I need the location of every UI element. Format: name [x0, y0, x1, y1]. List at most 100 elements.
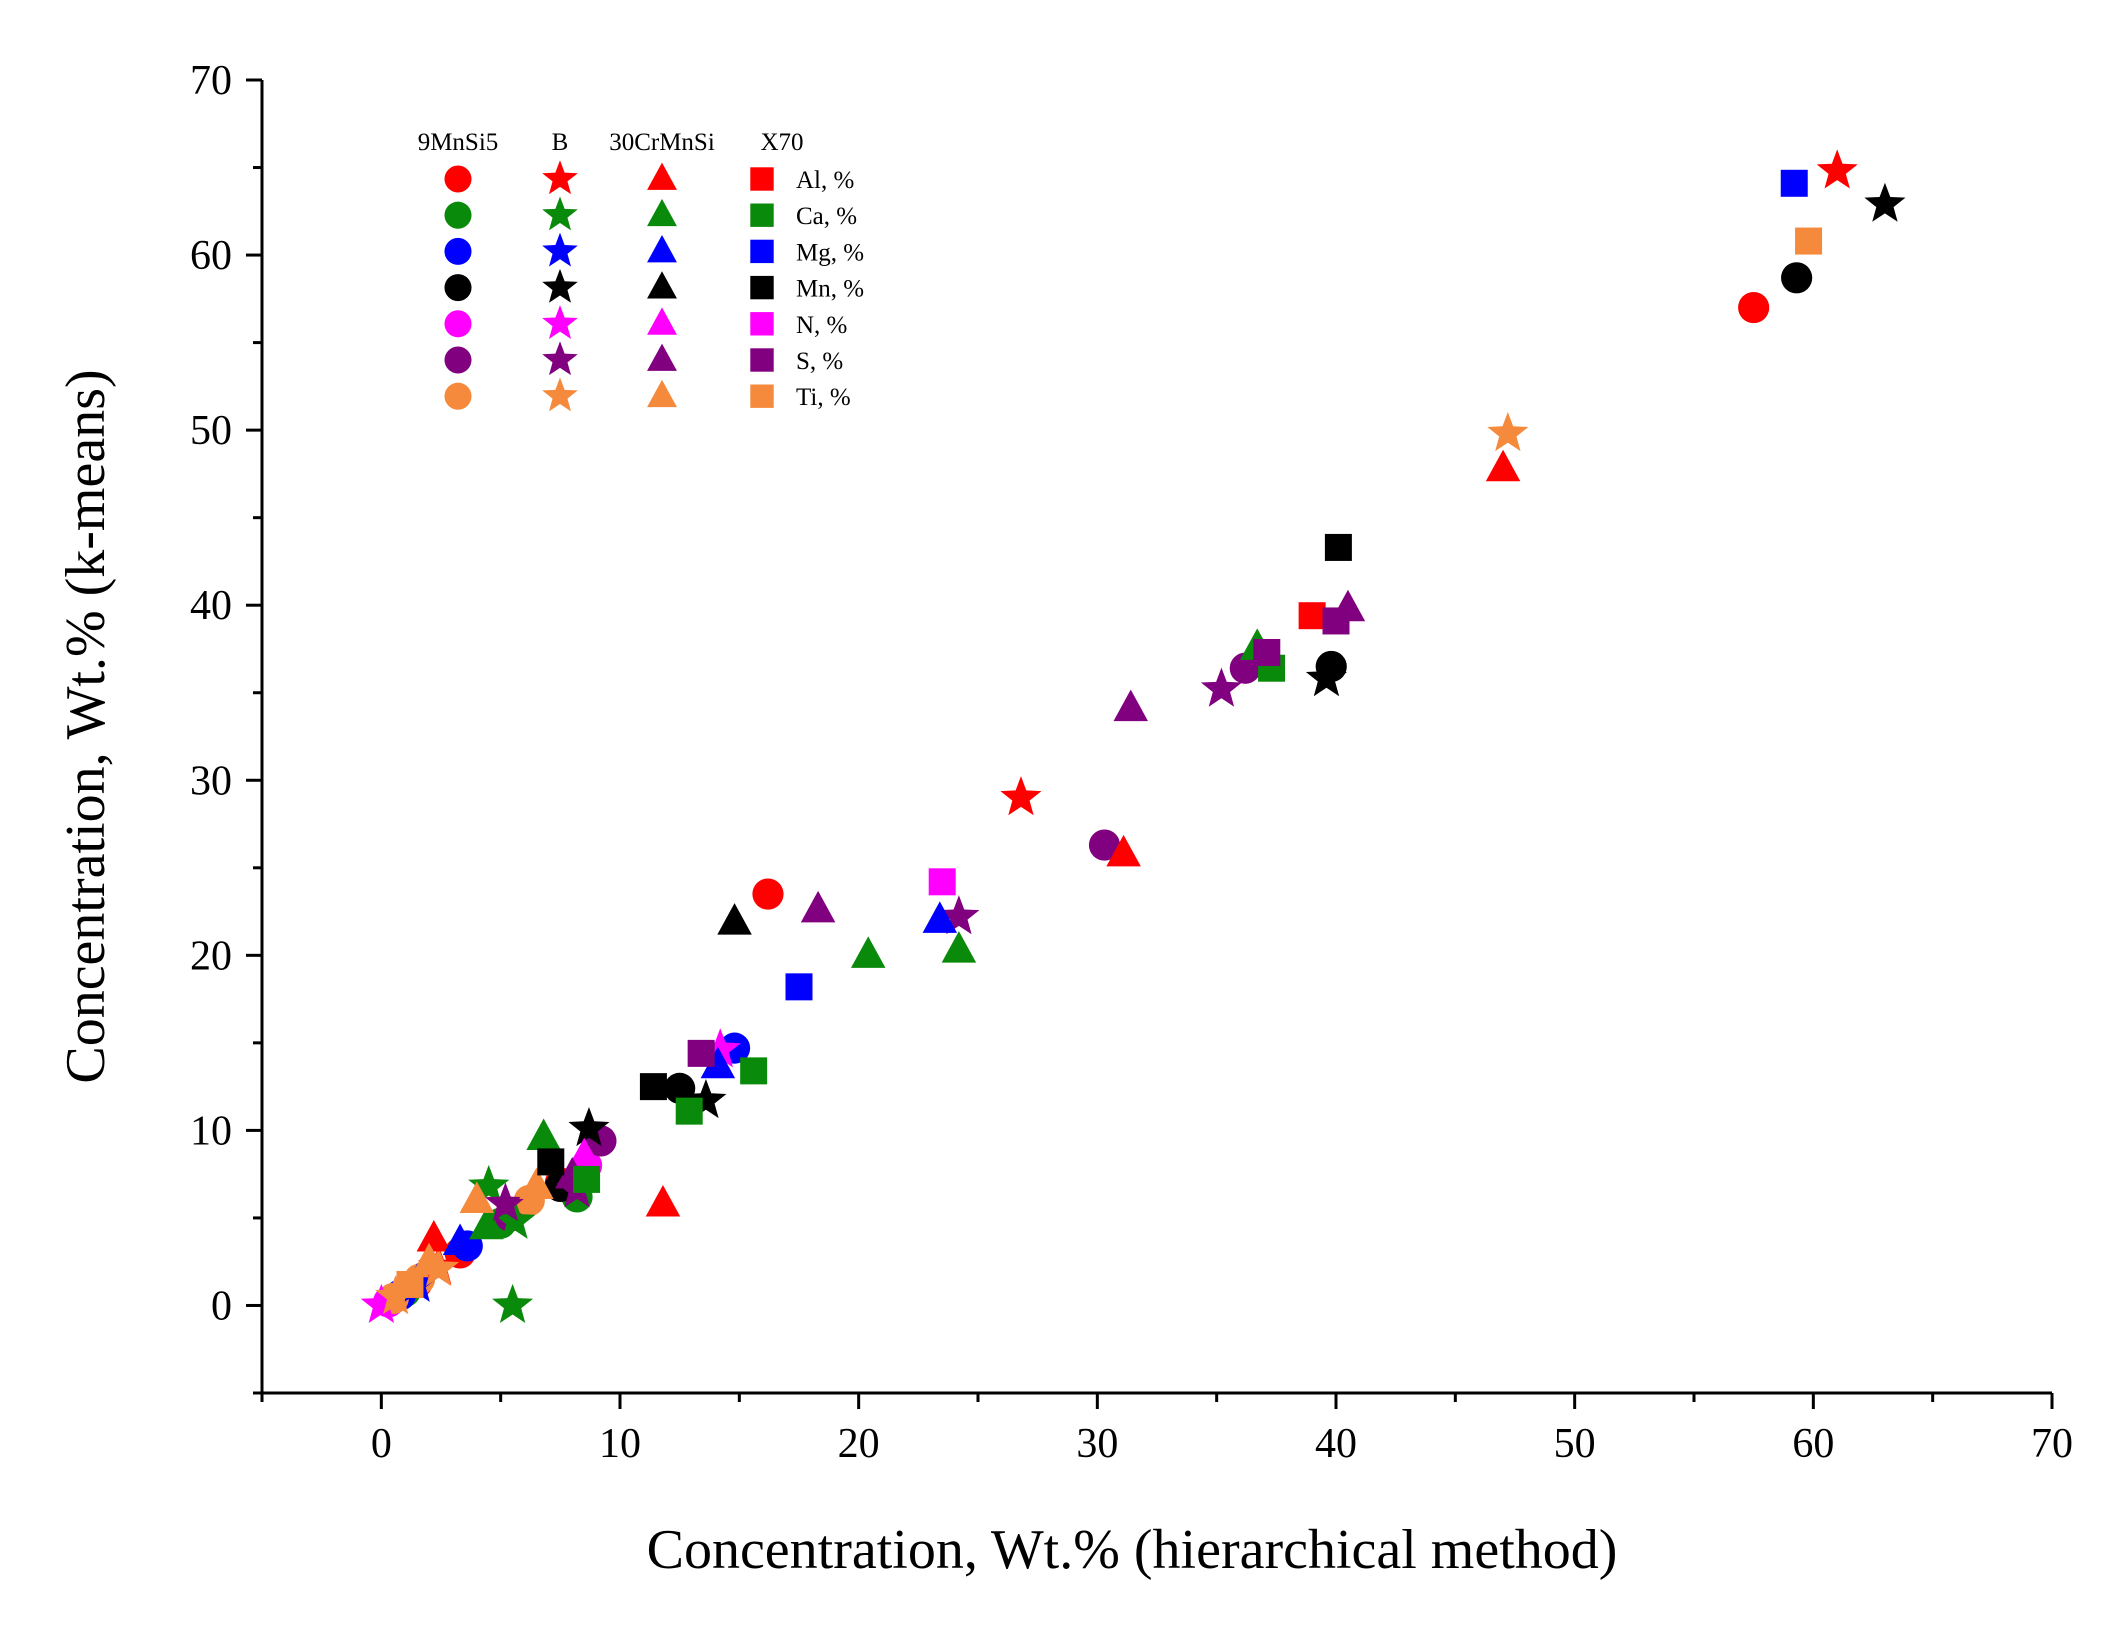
legend-label: Ca, %	[796, 203, 857, 230]
legend-label: Ti, %	[796, 384, 851, 411]
y-tick-label: 70	[190, 58, 232, 104]
data-point-triangle	[526, 1118, 561, 1151]
data-point-square	[573, 1165, 601, 1193]
legend-label: Mg, %	[796, 239, 864, 266]
y-tick-label: 60	[190, 233, 232, 279]
x-tick-label: 60	[1792, 1421, 1834, 1467]
x-axis-title: Concentration, Wt.% (hierarchical method…	[647, 1519, 1618, 1581]
y-axis-title: Concentration, Wt.% (k-means)	[55, 369, 117, 1083]
data-point-star	[494, 1199, 536, 1239]
data-point-square	[675, 1097, 703, 1125]
data-point-star	[1200, 667, 1242, 707]
data-point-star	[1305, 657, 1347, 697]
legend-header: X70	[760, 129, 803, 156]
legend-marker-circle	[444, 382, 472, 410]
legend-marker-triangle	[647, 235, 677, 263]
data-point-square	[1795, 227, 1823, 255]
y-tick-label: 40	[190, 583, 232, 629]
data-point-square	[537, 1148, 565, 1176]
data-point-star	[1000, 776, 1042, 816]
data-point-triangle	[442, 1223, 478, 1256]
y-tick-label: 50	[190, 408, 232, 454]
legend-marker-star	[542, 196, 578, 231]
data-point-triangle	[922, 901, 958, 933]
legend-marker-star	[542, 377, 578, 412]
data-point-star	[699, 1028, 741, 1068]
legend-marker-circle	[444, 310, 472, 338]
data-point-triangle	[469, 1207, 504, 1240]
x-tick-label: 40	[1315, 1421, 1357, 1467]
data-point-triangle	[941, 931, 977, 963]
legend-marker-triangle	[647, 307, 677, 335]
data-point-star	[1487, 412, 1529, 452]
legend-marker-star	[542, 268, 578, 303]
data-point-star	[484, 1182, 526, 1222]
legend-marker-square	[750, 167, 774, 191]
data-point-square	[687, 1039, 715, 1067]
legend-header: 9MnSi5	[418, 129, 499, 156]
legend-label: Al, %	[796, 167, 854, 194]
legend-marker-square	[750, 312, 774, 336]
data-point-triangle	[645, 1185, 681, 1217]
data-point-triangle	[566, 1137, 602, 1170]
data-point-triangle	[459, 1181, 495, 1214]
data-point-star	[938, 895, 980, 935]
x-tick-label: 30	[1076, 1421, 1118, 1467]
legend-header: 30CrMnSi	[609, 129, 715, 156]
data-point-triangle	[1485, 449, 1521, 482]
legend-marker-star	[542, 232, 578, 267]
data-point-circle	[1781, 262, 1813, 294]
legend-marker-square	[750, 203, 774, 227]
x-tick-label: 20	[838, 1421, 880, 1467]
data-point-circle	[1738, 291, 1770, 324]
legend-marker-star	[542, 305, 578, 339]
legend-marker-triangle	[647, 379, 677, 408]
y-tick-label: 0	[211, 1283, 232, 1329]
data-point-triangle	[411, 1242, 447, 1275]
data-point-circle	[752, 878, 784, 910]
axes: 0 10 20 30 40 50 60 70 0 10 20 30 40 50 60 70	[190, 58, 2073, 1467]
y-tick-label: 30	[190, 758, 232, 804]
x-tick-label: 0	[371, 1421, 392, 1467]
data-point-star	[492, 1283, 534, 1323]
legend-marker-star	[542, 341, 578, 376]
data-point-triangle	[519, 1167, 554, 1200]
legend-marker-square	[750, 384, 774, 408]
x-tick-label: 10	[599, 1421, 641, 1467]
data-point-star	[360, 1283, 402, 1323]
legend-marker-circle	[444, 237, 472, 265]
data-point-star	[1816, 149, 1858, 189]
x-ticks: 0 10 20 30 40 50 60 70	[260, 1393, 2073, 1467]
legend-marker-circle	[444, 201, 472, 229]
legend-marker-triangle	[647, 271, 677, 299]
y-ticks: 0 10 20 30 40 50 60 70	[190, 58, 262, 1395]
legend-marker-triangle	[647, 198, 677, 227]
data-point-star	[1864, 182, 1906, 222]
data-point-square	[1322, 607, 1350, 635]
data-point-square	[740, 1057, 768, 1085]
legend-marker-circle	[444, 165, 472, 193]
legend-marker-square	[750, 348, 774, 372]
data-point-triangle	[416, 1220, 452, 1252]
data-point-square	[396, 1270, 424, 1298]
data-point-star	[685, 1079, 727, 1119]
data-point-square	[1253, 638, 1281, 666]
data-point-square	[1780, 169, 1808, 197]
data-point-star	[468, 1164, 510, 1204]
legend-marker-square	[750, 275, 774, 300]
data-point-triangle	[800, 890, 836, 923]
y-tick-label: 10	[190, 1108, 232, 1154]
data-point-triangle	[850, 936, 886, 968]
legend-marker-square	[750, 239, 774, 264]
data-point-star	[568, 1107, 610, 1147]
data-point-square	[785, 973, 813, 1001]
legend: 9MnSi5 B 30CrMnSi X70 Al, % Ca, % Mg, % Mn, % N,…	[418, 129, 864, 412]
data-point-triangle	[1106, 834, 1141, 867]
x-tick-label: 50	[1554, 1421, 1596, 1467]
legend-label: N, %	[796, 312, 847, 339]
legend-marker-circle	[444, 346, 472, 374]
data-point-circle	[664, 1072, 696, 1104]
data-point-triangle	[717, 903, 752, 935]
legend-marker-star	[542, 160, 578, 195]
data-point-star	[375, 1275, 417, 1315]
